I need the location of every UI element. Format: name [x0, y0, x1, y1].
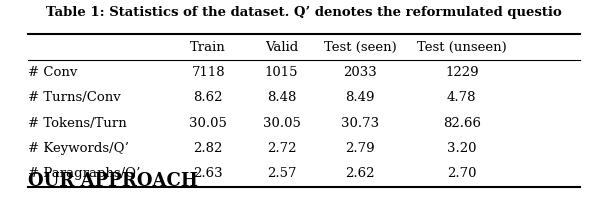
Text: # Conv: # Conv [28, 66, 77, 79]
Text: 2.63: 2.63 [193, 167, 223, 180]
Text: 8.49: 8.49 [345, 91, 375, 104]
Text: OUR APPROACH: OUR APPROACH [28, 172, 198, 190]
Text: 3.20: 3.20 [447, 142, 477, 155]
Text: # Keywords/Q’: # Keywords/Q’ [28, 142, 129, 155]
Text: Valid: Valid [265, 41, 298, 53]
Text: 2.70: 2.70 [447, 167, 477, 180]
Text: 30.05: 30.05 [189, 117, 227, 129]
Text: 30.05: 30.05 [263, 117, 300, 129]
Text: 8.62: 8.62 [193, 91, 223, 104]
Text: Train: Train [190, 41, 226, 53]
Text: 2.62: 2.62 [345, 167, 375, 180]
Text: 30.73: 30.73 [341, 117, 379, 129]
Text: Test (seen): Test (seen) [324, 41, 396, 53]
Text: 8.48: 8.48 [267, 91, 296, 104]
Text: # Turns/Conv: # Turns/Conv [28, 91, 120, 104]
Text: 82.66: 82.66 [443, 117, 481, 129]
Text: Test (unseen): Test (unseen) [417, 41, 506, 53]
Text: 2.72: 2.72 [267, 142, 296, 155]
Text: # Paragraphs/Q’: # Paragraphs/Q’ [28, 167, 140, 180]
Text: 4.78: 4.78 [447, 91, 477, 104]
Text: # Tokens/Turn: # Tokens/Turn [28, 117, 126, 129]
Text: 1229: 1229 [445, 66, 478, 79]
Text: 7118: 7118 [192, 66, 225, 79]
Text: 2.82: 2.82 [193, 142, 223, 155]
Text: 2.57: 2.57 [267, 167, 296, 180]
Text: 2.79: 2.79 [345, 142, 375, 155]
Text: 1015: 1015 [264, 66, 298, 79]
Text: 2033: 2033 [344, 66, 377, 79]
Text: Table 1: Statistics of the dataset. Q’ denotes the reformulated questio: Table 1: Statistics of the dataset. Q’ d… [46, 6, 562, 19]
